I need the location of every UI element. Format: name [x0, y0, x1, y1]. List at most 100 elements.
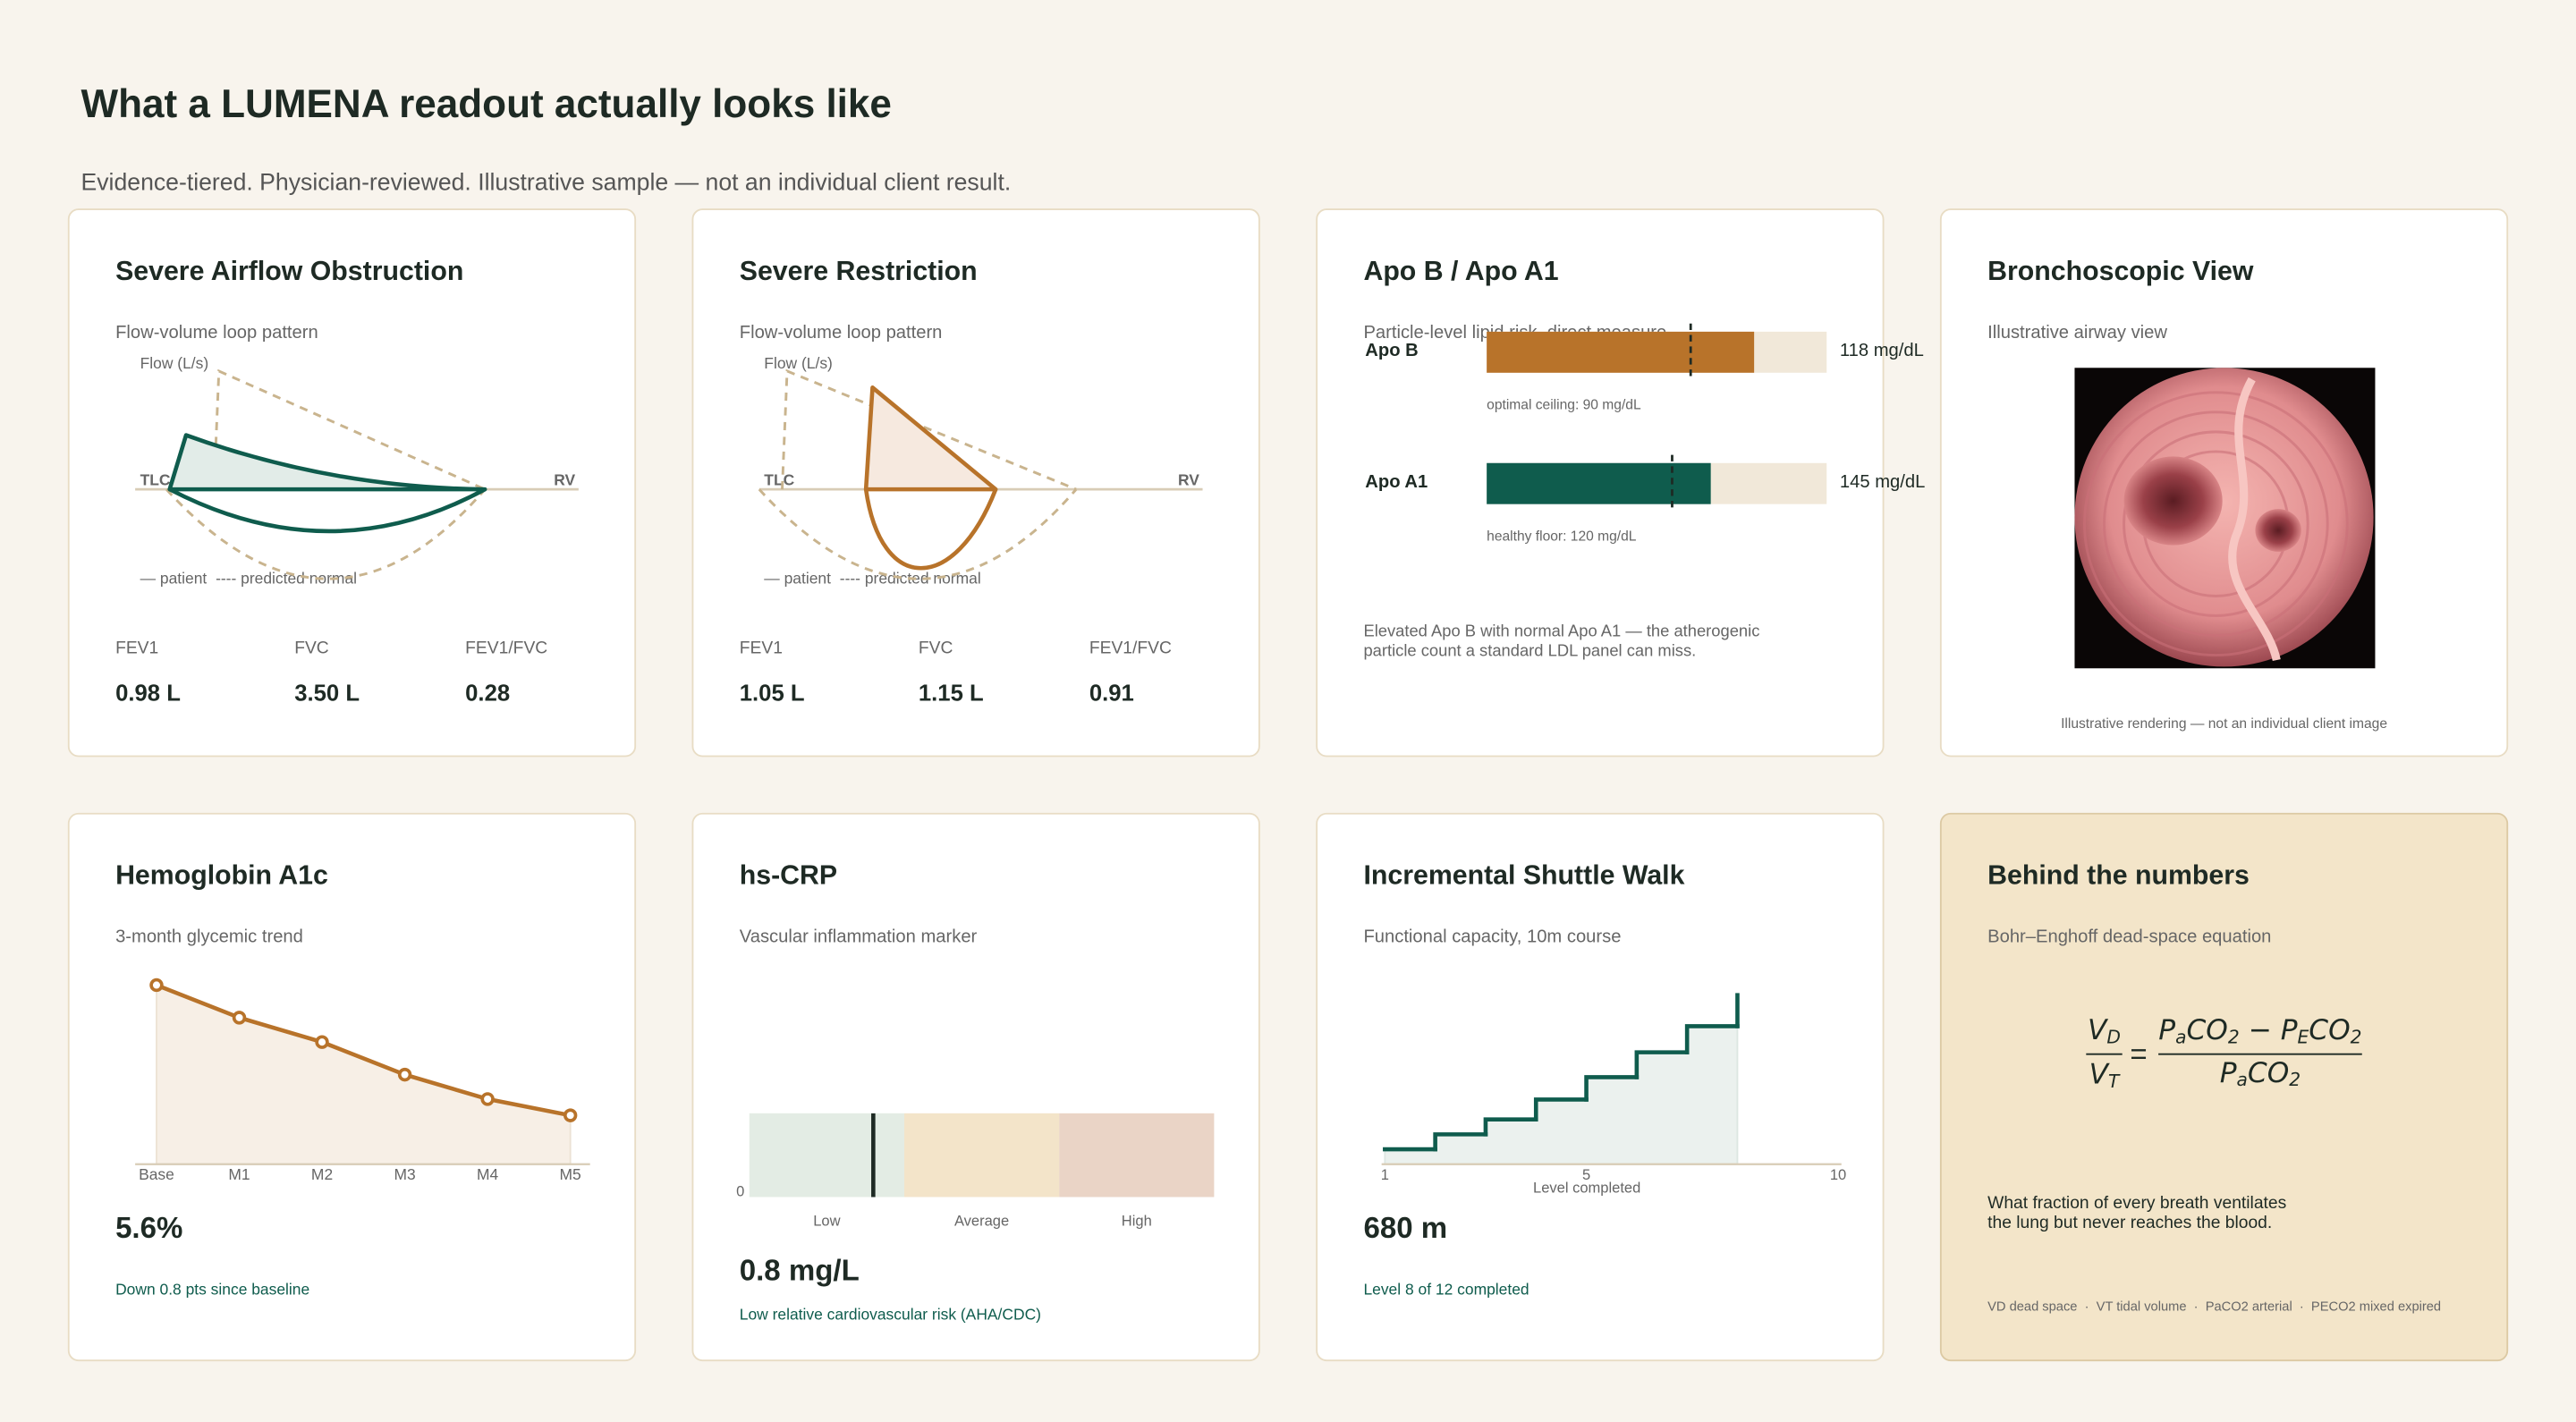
legend-entry: ---- predicted normal — [216, 570, 357, 588]
metric-value: 1.15 L — [919, 681, 984, 706]
airway-lumen — [2255, 509, 2301, 552]
legend-entry: — patient — [764, 570, 831, 588]
x-axis-label: Level completed — [1533, 1180, 1640, 1197]
step-segment — [1533, 1097, 1589, 1122]
airway-ring — [2083, 391, 2349, 657]
patient-loop — [863, 488, 998, 571]
patient-loop — [168, 487, 487, 534]
page-subtitle: Evidence-tiered. Physician-reviewed. Ill… — [81, 169, 1012, 196]
band-label: Low — [813, 1212, 840, 1229]
headline-note: Low relative cardiovascular risk (AHA/CD… — [740, 1305, 1041, 1323]
card: Hemoglobin A1c 3-month glycemic trend Base… — [67, 812, 637, 1362]
x-tick-label: 10 — [1830, 1166, 1846, 1183]
step-segment — [1584, 1075, 1640, 1102]
card-background — [691, 812, 1260, 1362]
x-tick-label: Base — [139, 1165, 174, 1183]
equation-symbol: − P — [2240, 1014, 2298, 1046]
bar — [1487, 462, 1711, 504]
metric-label: FEV1/FVC — [1089, 639, 1172, 657]
card-footer: VD dead space · VT tidal volume · PaCO2 … — [1987, 1299, 2441, 1314]
card: Behind the numbers Bohr–Enghoff dead-spac… — [1939, 812, 2509, 1362]
equation-subscript: E — [2298, 1026, 2309, 1047]
metric-label: FVC — [294, 639, 329, 657]
card: Incremental Shuttle Walk Functional capac… — [1316, 812, 1885, 1362]
card-subtitle: Flow-volume loop pattern — [115, 323, 318, 343]
headline-note: Level 8 of 12 completed — [1363, 1281, 1529, 1299]
legend-entry: — patient — [140, 570, 208, 588]
card-subtitle: Flow-volume loop pattern — [740, 323, 943, 343]
equation-equals: = — [2130, 1037, 2147, 1071]
card-title: Apo B / Apo A1 — [1363, 257, 1558, 286]
airway-wall — [2074, 368, 2374, 667]
trend-point — [315, 1035, 329, 1049]
patient-loop — [167, 433, 487, 492]
flow-axis-label: Flow (L/s) — [140, 354, 209, 372]
headline-value: 5.6% — [115, 1212, 182, 1245]
x-tick-label: 0 — [736, 1182, 744, 1199]
x-tick-label: M2 — [311, 1165, 333, 1183]
x-tick-label: M1 — [228, 1165, 250, 1183]
step-segment — [1483, 1117, 1538, 1137]
equation-subscript: D — [2106, 1026, 2121, 1047]
card-title: Severe Airflow Obstruction — [115, 257, 463, 286]
trend-point — [232, 1011, 247, 1025]
metric-value: 0.98 L — [115, 681, 181, 706]
metric-label: FVC — [919, 639, 953, 657]
trend-point — [397, 1067, 412, 1082]
step-segment — [1684, 1024, 1740, 1054]
metric-value: 0.91 — [1089, 681, 1134, 706]
patient-loop — [863, 385, 998, 492]
metric-value: 0.28 — [465, 681, 510, 706]
card: Bronchoscopic View Illustrative airway vi… — [1939, 208, 2509, 758]
x-tick-label: M5 — [560, 1165, 581, 1183]
predicted-loop — [758, 488, 1078, 580]
headline-value: 0.8 mg/L — [740, 1255, 860, 1288]
card-title: Severe Restriction — [740, 257, 978, 286]
x-tick-label: 1 — [1381, 1166, 1389, 1183]
page-title: What a LUMENA readout actually looks lik… — [81, 82, 892, 126]
band-label: Average — [954, 1212, 1009, 1229]
card-subtitle: Bohr–Enghoff dead-space equation — [1987, 927, 2271, 947]
trend-point — [149, 978, 164, 993]
carina — [2228, 377, 2281, 662]
step-segment — [1433, 1132, 1488, 1152]
equation-symbol: CO — [2309, 1014, 2350, 1046]
equation-part: VD — [2088, 1014, 2121, 1047]
equation-subscript: a — [2175, 1026, 2186, 1047]
equation-symbol: V — [2089, 1059, 2111, 1091]
metric-label: FEV1 — [740, 639, 783, 657]
card-note: What fraction of every breath ventilates — [1987, 1194, 2286, 1213]
step-segment — [1634, 1050, 1690, 1079]
equation-symbol: CO — [2248, 1057, 2289, 1089]
x-tick-label: M3 — [394, 1165, 415, 1183]
predicted-loop — [781, 368, 1077, 491]
card-title: Behind the numbers — [1987, 860, 2250, 890]
airway-lumen — [2123, 456, 2223, 546]
airway-ring — [2123, 430, 2309, 617]
equation-part: PaCO2 — [2220, 1057, 2301, 1090]
card-title: hs-CRP — [740, 860, 837, 890]
risk-band — [749, 1113, 904, 1198]
card-background — [1939, 812, 2509, 1362]
card-note: particle count a standard LDL panel can … — [1363, 641, 1696, 660]
card-note: Elevated Apo B with normal Apo A1 — the … — [1363, 622, 1759, 640]
bar — [1487, 331, 1755, 373]
value-label: 118 mg/dL — [1840, 341, 1924, 360]
metric-label: FEV1 — [115, 639, 158, 657]
card-title: Hemoglobin A1c — [115, 860, 328, 890]
equation-symbol: P — [2158, 1014, 2175, 1046]
card-title: Incremental Shuttle Walk — [1363, 860, 1684, 890]
trend-point — [563, 1108, 578, 1122]
headline-note: Down 0.8 pts since baseline — [115, 1281, 309, 1299]
airway-ring — [2103, 411, 2329, 638]
risk-band — [903, 1113, 1060, 1198]
predicted-loop — [165, 488, 487, 580]
card: Severe Restriction Flow-volume loop patte… — [691, 208, 1260, 758]
metric-value: 3.50 L — [294, 681, 360, 706]
risk-band — [1059, 1113, 1215, 1198]
equation-part: PaCO2 − PECO2 — [2158, 1014, 2361, 1047]
card-subtitle: 3-month glycemic trend — [115, 927, 303, 947]
